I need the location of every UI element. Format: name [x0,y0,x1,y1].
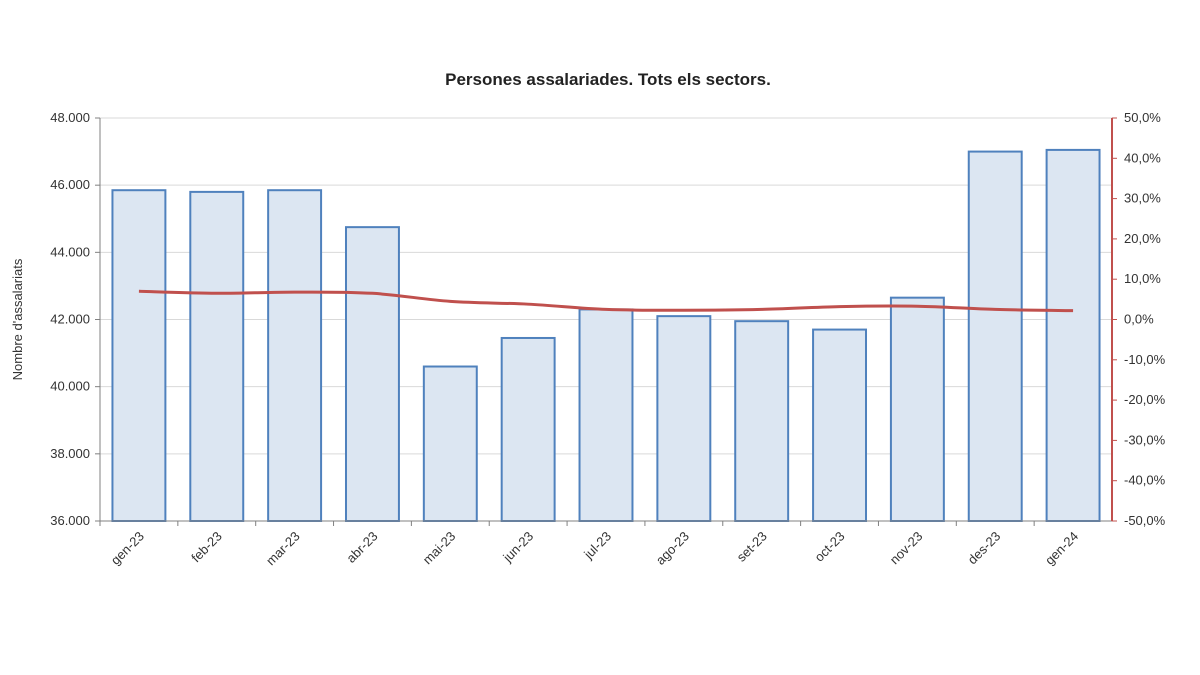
bar[interactable] [422,365,478,522]
bar[interactable] [500,336,556,522]
y2-tick-label: 40,0% [1124,150,1161,165]
bar[interactable] [656,315,712,522]
y2-tick-label: -30,0% [1124,432,1166,447]
x-tick-label: feb-23 [188,529,225,566]
y-tick-label: 44.000 [50,244,90,259]
y2-tick-label: -40,0% [1124,473,1166,488]
y2-tick-label: -50,0% [1124,513,1166,528]
y2-tick-label: 20,0% [1124,231,1161,246]
bar[interactable] [812,328,868,523]
x-tick-label: set-23 [734,529,770,565]
x-tick-label: gen-23 [108,529,147,568]
y-tick-label: 38.000 [50,446,90,461]
y-tick-label: 48.000 [50,110,90,125]
y-tick-label: 42.000 [50,312,90,327]
bar[interactable] [734,320,790,522]
x-tick-label: mai-23 [420,529,459,568]
chart-title: Persones assalariades. Tots els sectors. [445,70,771,89]
y2-tick-label: 0,0% [1124,312,1154,327]
x-tick-label: ago-23 [653,529,692,568]
line-series[interactable] [138,289,1074,313]
x-tick-label: nov-23 [887,529,926,568]
bar[interactable] [267,189,323,522]
y2-tick-label: -10,0% [1124,352,1166,367]
x-tick-label: oct-23 [811,529,847,565]
bar[interactable] [578,308,634,522]
y-tick-label: 46.000 [50,177,90,192]
bar[interactable] [111,189,167,522]
bar[interactable] [344,226,400,522]
x-tick-label: des-23 [965,529,1004,568]
y2-tick-label: -20,0% [1124,392,1166,407]
x-tick-label: mar-23 [263,529,303,569]
y-tick-label: 36.000 [50,513,90,528]
x-tick-label: gen-24 [1042,529,1081,568]
x-tick-label: abr-23 [343,529,380,566]
y2-tick-label: 30,0% [1124,191,1161,206]
y-tick-label: 40.000 [50,379,90,394]
x-tick-label: jul-23 [580,529,614,563]
y2-tick-label: 50,0% [1124,110,1161,125]
y-axis-title: Nombre d'assalariats [10,258,25,380]
bar[interactable] [1045,148,1101,522]
bar[interactable] [967,150,1023,522]
bar[interactable] [189,190,245,522]
x-tick-label: jun-23 [499,529,536,566]
bar[interactable] [889,296,945,522]
y2-tick-label: 10,0% [1124,271,1161,286]
